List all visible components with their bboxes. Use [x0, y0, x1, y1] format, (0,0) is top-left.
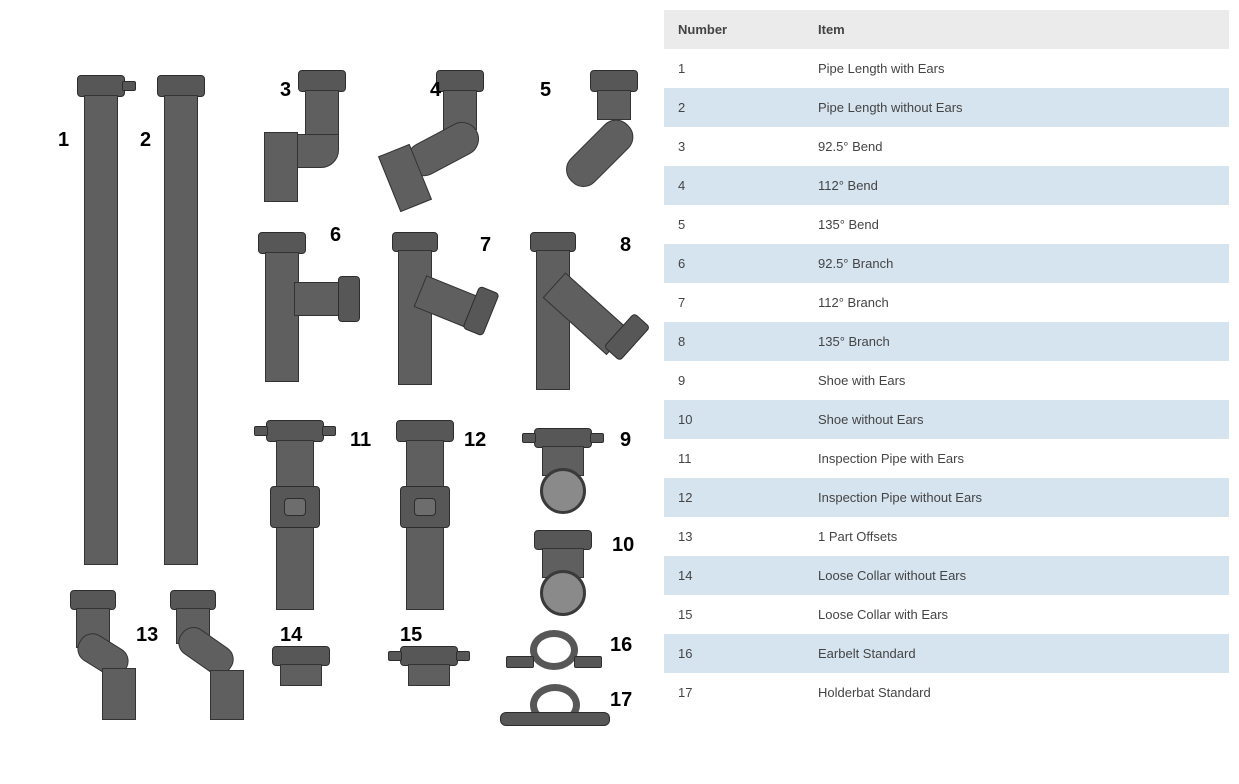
label-13: 13 [136, 625, 158, 645]
part-16-earbelt [504, 630, 604, 674]
cell-item: Inspection Pipe without Ears [804, 478, 1229, 517]
label-11: 11 [350, 430, 371, 450]
label-12: 12 [464, 430, 486, 450]
table-row: 10Shoe without Ears [664, 400, 1229, 439]
part-9-shoe-ears [528, 428, 598, 518]
label-17: 17 [610, 690, 632, 710]
cell-item: Pipe Length without Ears [804, 88, 1229, 127]
label-4: 4 [430, 80, 441, 100]
table-row: 692.5° Branch [664, 244, 1229, 283]
cell-number: 4 [664, 166, 804, 205]
table-row: 14Loose Collar without Ears [664, 556, 1229, 595]
cell-item: 1 Part Offsets [804, 517, 1229, 556]
table-row: 4112° Bend [664, 166, 1229, 205]
cell-number: 3 [664, 127, 804, 166]
cell-number: 1 [664, 49, 804, 88]
table-row: 8135° Branch [664, 322, 1229, 361]
table-row: 392.5° Bend [664, 127, 1229, 166]
table-row: 7112° Branch [664, 283, 1229, 322]
label-14: 14 [280, 625, 302, 645]
cell-item: 135° Bend [804, 205, 1229, 244]
part-15-collar-ears [396, 646, 466, 688]
part-13-offset-b [170, 590, 250, 720]
label-7: 7 [480, 235, 491, 255]
part-7-branch-112 [392, 232, 512, 387]
table-row: 17Holderbat Standard [664, 673, 1229, 712]
part-1-pipe-with-ears [80, 75, 122, 565]
label-6: 6 [330, 225, 341, 245]
label-16: 16 [610, 635, 632, 655]
cell-item: Loose Collar with Ears [804, 595, 1229, 634]
cell-item: Inspection Pipe with Ears [804, 439, 1229, 478]
label-15: 15 [400, 625, 422, 645]
cell-number: 10 [664, 400, 804, 439]
part-4-bend-112 [388, 70, 498, 210]
cell-item: Loose Collar without Ears [804, 556, 1229, 595]
cell-number: 7 [664, 283, 804, 322]
cell-item: Pipe Length with Ears [804, 49, 1229, 88]
cell-number: 9 [664, 361, 804, 400]
cell-item: 112° Branch [804, 283, 1229, 322]
part-13-offset-a [70, 590, 140, 720]
table-row: 1Pipe Length with Ears [664, 49, 1229, 88]
part-11-inspection-ears [266, 420, 326, 610]
cell-item: 112° Bend [804, 166, 1229, 205]
cell-number: 13 [664, 517, 804, 556]
table-row: 15Loose Collar with Ears [664, 595, 1229, 634]
part-17-holderbat [500, 684, 610, 732]
parts-table: Number Item 1Pipe Length with Ears2Pipe … [664, 10, 1229, 712]
table-row: 5135° Bend [664, 205, 1229, 244]
label-2: 2 [140, 130, 151, 150]
col-item: Item [804, 10, 1229, 49]
part-14-collar-no-ears [272, 646, 332, 688]
cell-item: Shoe with Ears [804, 361, 1229, 400]
part-12-inspection-no-ears [396, 420, 456, 610]
table-row: 9Shoe with Ears [664, 361, 1229, 400]
cell-number: 5 [664, 205, 804, 244]
label-5: 5 [540, 80, 551, 100]
cell-number: 16 [664, 634, 804, 673]
label-9: 9 [620, 430, 631, 450]
parts-diagram: 1 2 3 4 5 6 7 [10, 10, 650, 774]
cell-number: 2 [664, 88, 804, 127]
part-8-branch-135 [530, 232, 660, 392]
cell-item: Earbelt Standard [804, 634, 1229, 673]
table-row: 16Earbelt Standard [664, 634, 1229, 673]
table-row: 12Inspection Pipe without Ears [664, 478, 1229, 517]
part-10-shoe-no-ears [528, 530, 598, 620]
table-row: 2Pipe Length without Ears [664, 88, 1229, 127]
cell-item: 92.5° Bend [804, 127, 1229, 166]
cell-number: 15 [664, 595, 804, 634]
cell-item: 135° Branch [804, 322, 1229, 361]
label-1: 1 [58, 130, 69, 150]
part-5-bend-135 [550, 70, 650, 190]
table-row: 11Inspection Pipe with Ears [664, 439, 1229, 478]
cell-number: 14 [664, 556, 804, 595]
cell-item: Shoe without Ears [804, 400, 1229, 439]
label-3: 3 [280, 80, 291, 100]
label-8: 8 [620, 235, 631, 255]
table-row: 131 Part Offsets [664, 517, 1229, 556]
cell-number: 17 [664, 673, 804, 712]
cell-number: 6 [664, 244, 804, 283]
part-2-pipe-without-ears [160, 75, 202, 565]
cell-number: 12 [664, 478, 804, 517]
part-3-bend-92 [258, 70, 358, 200]
cell-number: 8 [664, 322, 804, 361]
parts-table-panel: Number Item 1Pipe Length with Ears2Pipe … [664, 10, 1229, 774]
label-10: 10 [612, 535, 634, 555]
cell-item: 92.5° Branch [804, 244, 1229, 283]
table-header-row: Number Item [664, 10, 1229, 49]
part-6-branch-92 [258, 232, 368, 382]
col-number: Number [664, 10, 804, 49]
cell-number: 11 [664, 439, 804, 478]
cell-item: Holderbat Standard [804, 673, 1229, 712]
